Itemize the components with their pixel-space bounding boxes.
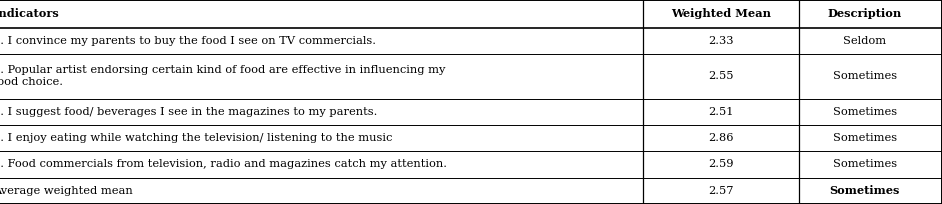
Text: 2.55: 2.55 <box>708 71 734 81</box>
Text: Indicators: Indicators <box>0 8 59 19</box>
Text: Sometimes: Sometimes <box>833 107 897 117</box>
Text: 2.57: 2.57 <box>708 186 734 196</box>
Text: 5. Food commercials from television, radio and magazines catch my attention.: 5. Food commercials from television, rad… <box>0 160 447 170</box>
Text: Average weighted mean: Average weighted mean <box>0 186 133 196</box>
Text: 3. I suggest food/ beverages I see in the magazines to my parents.: 3. I suggest food/ beverages I see in th… <box>0 107 378 117</box>
Text: Sometimes: Sometimes <box>833 133 897 143</box>
Text: Weighted Mean: Weighted Mean <box>671 8 771 19</box>
Text: 4. I enjoy eating while watching the television/ listening to the music: 4. I enjoy eating while watching the tel… <box>0 133 393 143</box>
Text: Sometimes: Sometimes <box>833 160 897 170</box>
Text: 2.86: 2.86 <box>708 133 734 143</box>
Text: 2. Popular artist endorsing certain kind of food are effective in influencing my: 2. Popular artist endorsing certain kind… <box>0 65 446 87</box>
Text: Sometimes: Sometimes <box>830 185 900 196</box>
Text: Sometimes: Sometimes <box>833 71 897 81</box>
Text: Seldom: Seldom <box>843 36 886 46</box>
Text: Description: Description <box>828 8 901 19</box>
Text: 1. I convince my parents to buy the food I see on TV commercials.: 1. I convince my parents to buy the food… <box>0 36 377 46</box>
Text: 2.51: 2.51 <box>708 107 734 117</box>
Text: 2.59: 2.59 <box>708 160 734 170</box>
Text: 2.33: 2.33 <box>708 36 734 46</box>
